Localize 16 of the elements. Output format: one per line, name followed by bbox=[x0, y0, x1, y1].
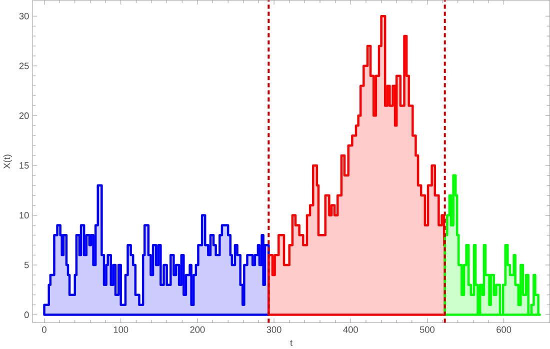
y-tick-label: 30 bbox=[19, 12, 29, 20]
x-tick-label: 300 bbox=[266, 326, 282, 333]
x-tick-label: 0 bbox=[42, 326, 46, 333]
x-tick-label: 200 bbox=[190, 326, 205, 333]
y-tick-label: 20 bbox=[19, 112, 29, 119]
x-tick-label: 600 bbox=[496, 326, 512, 333]
x-tick-label: 400 bbox=[343, 326, 358, 333]
y-tick-label: 25 bbox=[19, 62, 29, 70]
y-axis-title: X(t) bbox=[3, 154, 12, 169]
y-tick-label: 0 bbox=[24, 311, 29, 318]
y-tick-label: 15 bbox=[20, 162, 29, 169]
y-tick-label: 5 bbox=[24, 262, 29, 268]
y-tick-label: 10 bbox=[20, 212, 29, 218]
x-tick-label: 100 bbox=[114, 326, 128, 333]
x-axis-title: t bbox=[290, 340, 292, 346]
x-tick-label: 500 bbox=[420, 326, 435, 333]
